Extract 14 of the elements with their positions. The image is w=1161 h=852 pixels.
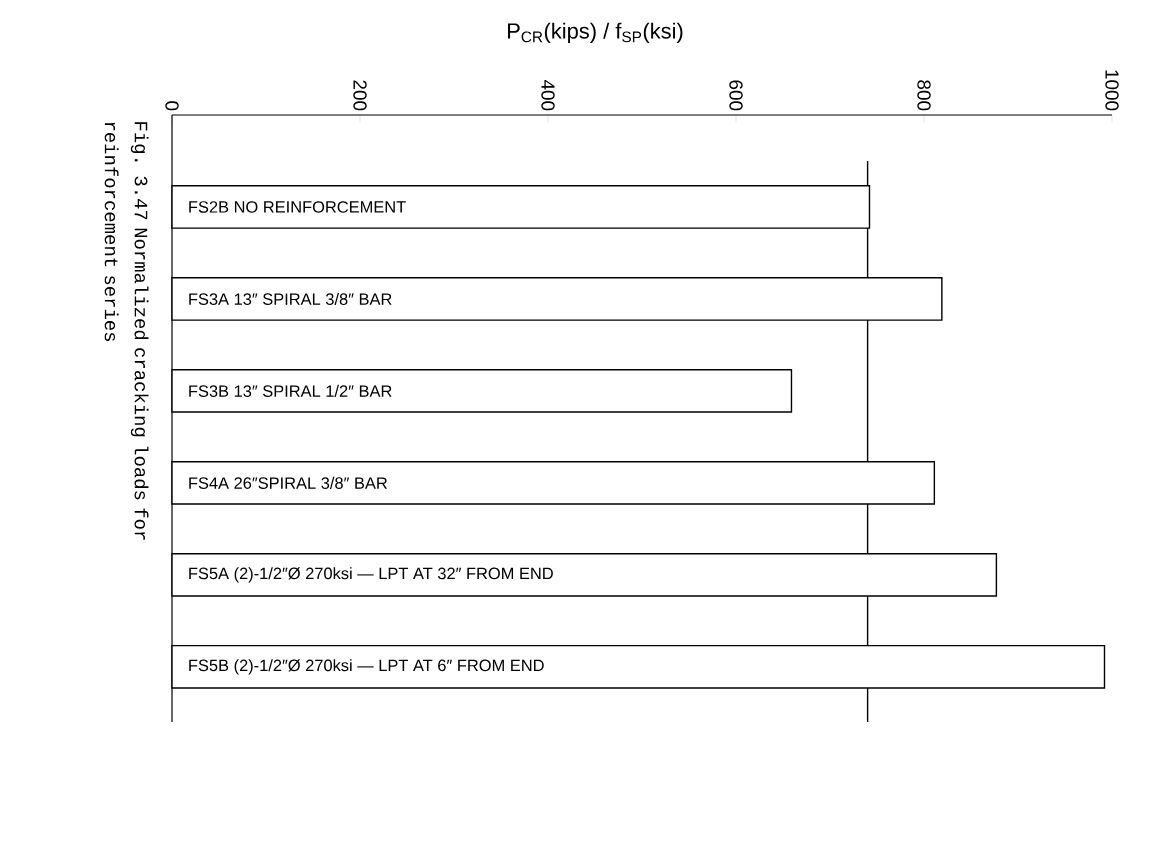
- y-tick-label: FS3A 13″ SPIRAL 3/8″ BAR: [189, 292, 392, 305]
- caption: Fig. 3.47 Normalized cracking loads for reinforcement series: [104, 122, 149, 540]
- x-tick-label: 800: [917, 80, 931, 111]
- y-tick-label: FS3B 13″ SPIRAL 1/2″ BAR: [189, 384, 392, 397]
- x-tick-label: 600: [729, 80, 743, 111]
- y-tick-label: FS4A 26″SPIRAL 3/8″ BAR: [189, 476, 388, 489]
- x-tick-label: 200: [353, 80, 367, 111]
- y-tick-label: FS5B (2)-1/2″Ø 270ksi — LPT AT 6″ FROM END: [189, 659, 544, 675]
- y-tick-label: FS5A (2)-1/2″Ø 270ksi — LPT AT 32″ FROM END: [189, 567, 553, 583]
- x-tick-label: 0: [165, 101, 179, 111]
- x-tick-label: 1000: [1105, 70, 1119, 111]
- x-tick-label: 400: [541, 79, 555, 111]
- y-tick-label: FS2B NO REINFORCEMENT: [189, 201, 406, 213]
- chart-title: P$_{CR}$(kips) / f$_{SP}$(ksi): [508, 22, 683, 44]
